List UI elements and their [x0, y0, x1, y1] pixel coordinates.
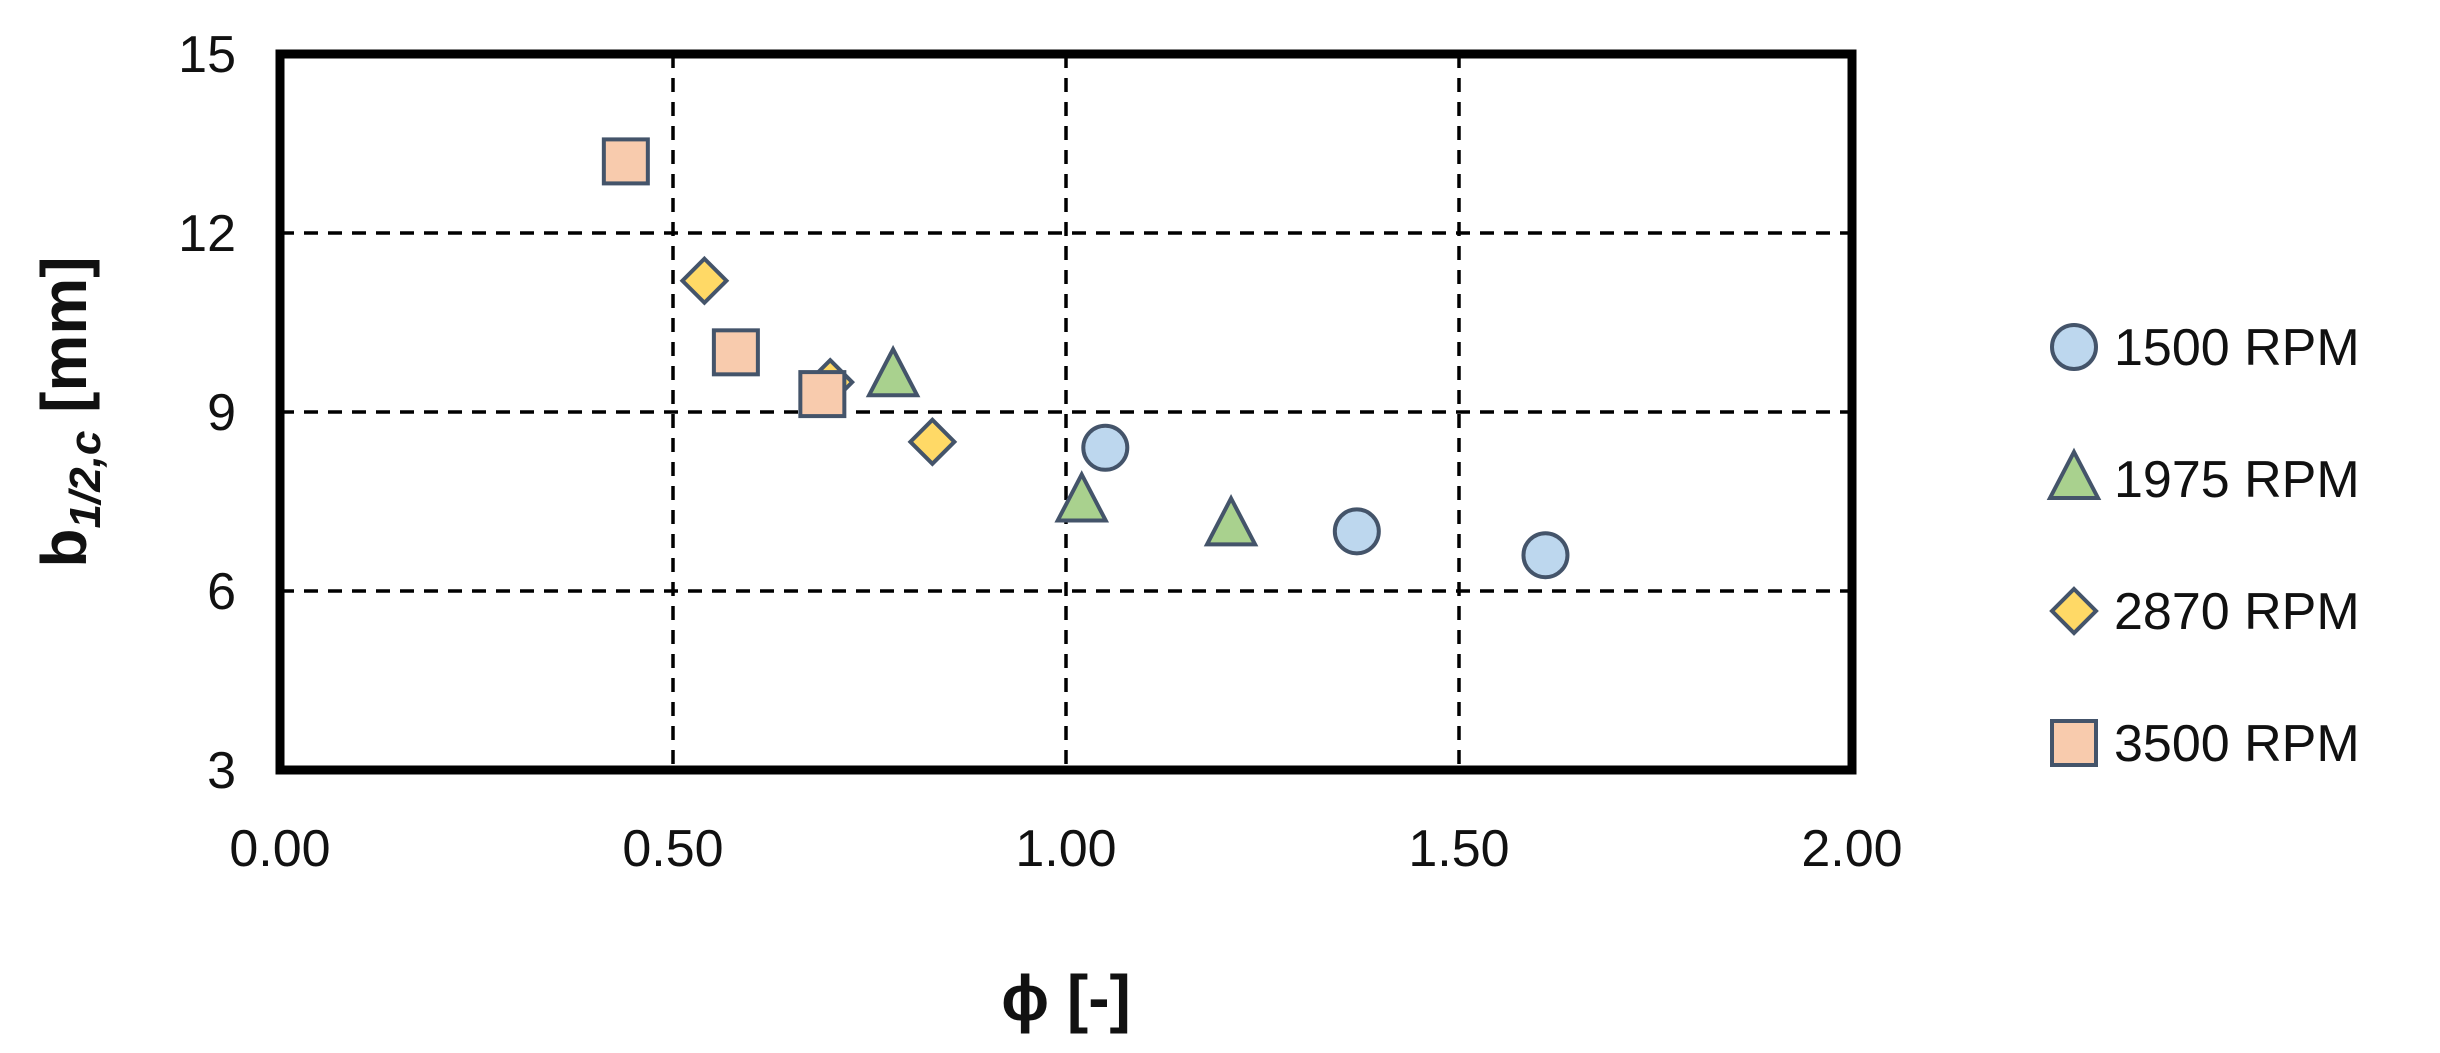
y-tick-label: 15 [178, 26, 236, 84]
legend-item: 1500 RPM [2050, 319, 2360, 377]
series-3 [601, 137, 847, 419]
y-tick-label: 3 [207, 742, 236, 800]
y-tick-label: 9 [207, 384, 236, 442]
x-tick-label: 2.00 [1801, 820, 1902, 878]
y-axis-title: b1/2,c [mm] [28, 256, 110, 567]
data-point-square-3-2 [798, 370, 847, 419]
legend-marker-diamond [2049, 586, 2099, 636]
legend-label: 1500 RPM [2114, 319, 2360, 377]
y-tick-label: 12 [178, 205, 236, 263]
x-axis-title: ϕ [-] [1001, 962, 1131, 1034]
series-0 [1081, 423, 1570, 580]
legend-label: 1975 RPM [2114, 451, 2360, 509]
legend-label: 2870 RPM [2114, 583, 2360, 641]
y-axis-title-unit: [mm] [28, 256, 100, 430]
data-point-triangle-1-1 [1054, 470, 1110, 523]
data-point-circle-0-0 [1081, 423, 1130, 472]
data-point-square-3-0 [601, 137, 650, 186]
legend-marker-circle [2050, 323, 2098, 371]
grid-lines [280, 54, 1852, 770]
x-tick-label: 0.00 [229, 820, 330, 878]
data-points [601, 137, 1570, 580]
y-tick-label: 6 [207, 563, 236, 621]
legend-item: 2870 RPM [2049, 583, 2360, 641]
data-point-circle-0-2 [1521, 531, 1570, 580]
data-point-diamond-2-2 [907, 417, 958, 467]
legend-item: 1975 RPM [2046, 447, 2360, 509]
plot-frame [275, 49, 1857, 775]
data-point-square-3-1 [711, 328, 760, 377]
x-tick-label: 0.50 [622, 820, 723, 878]
data-point-diamond-2-0 [679, 255, 730, 306]
y-axis-title-subscript: 1/2,c [61, 431, 110, 529]
legend-marker-triangle [2046, 447, 2102, 500]
legend-label: 3500 RPM [2114, 715, 2360, 773]
tick-labels: 0.00 0.50 1.00 1.50 2.00 3 6 9 12 15 [178, 26, 1902, 878]
data-point-triangle-1-2 [1203, 494, 1259, 547]
x-tick-label: 1.50 [1408, 820, 1509, 878]
x-tick-label: 1.00 [1015, 820, 1116, 878]
legend-marker-square [2050, 719, 2098, 767]
series-1 [865, 344, 1259, 547]
data-point-circle-0-1 [1332, 507, 1381, 556]
data-point-triangle-1-0 [865, 344, 921, 398]
y-axis-title-base: b [28, 529, 100, 568]
legend: 1500 RPM 1975 RPM 2870 RPM 3500 RPM [2046, 319, 2360, 773]
legend-item: 3500 RPM [2050, 715, 2360, 773]
